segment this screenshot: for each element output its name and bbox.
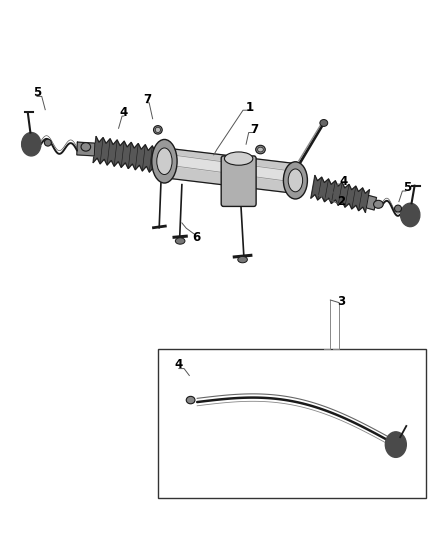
Ellipse shape (157, 148, 172, 174)
Text: 4: 4 (339, 175, 348, 188)
Ellipse shape (258, 147, 263, 152)
Ellipse shape (155, 127, 160, 133)
Circle shape (401, 203, 420, 227)
Ellipse shape (320, 119, 328, 126)
Circle shape (21, 133, 41, 156)
Ellipse shape (238, 256, 247, 263)
Polygon shape (366, 196, 376, 210)
Circle shape (385, 432, 406, 457)
Ellipse shape (175, 238, 185, 244)
Text: 4: 4 (175, 358, 183, 372)
Ellipse shape (153, 126, 162, 134)
FancyBboxPatch shape (221, 156, 256, 206)
Text: 7: 7 (250, 123, 258, 136)
Ellipse shape (288, 169, 303, 192)
Text: 2: 2 (337, 195, 345, 208)
Text: 5: 5 (403, 181, 411, 195)
Text: 1: 1 (246, 101, 254, 114)
Polygon shape (311, 175, 370, 213)
Polygon shape (77, 142, 95, 156)
Polygon shape (163, 148, 299, 193)
Text: 4: 4 (120, 106, 128, 119)
Ellipse shape (256, 146, 265, 154)
Polygon shape (175, 156, 298, 182)
Ellipse shape (186, 397, 195, 404)
Bar (158, 349, 426, 498)
Ellipse shape (395, 205, 402, 212)
Ellipse shape (152, 140, 177, 183)
Text: 3: 3 (337, 295, 345, 308)
Polygon shape (93, 136, 159, 173)
Ellipse shape (224, 152, 253, 165)
Text: 7: 7 (143, 93, 151, 106)
Ellipse shape (44, 139, 51, 146)
Text: 5: 5 (33, 86, 41, 99)
Ellipse shape (374, 200, 383, 208)
Ellipse shape (283, 162, 307, 199)
Text: 6: 6 (192, 231, 201, 244)
Ellipse shape (81, 143, 91, 151)
